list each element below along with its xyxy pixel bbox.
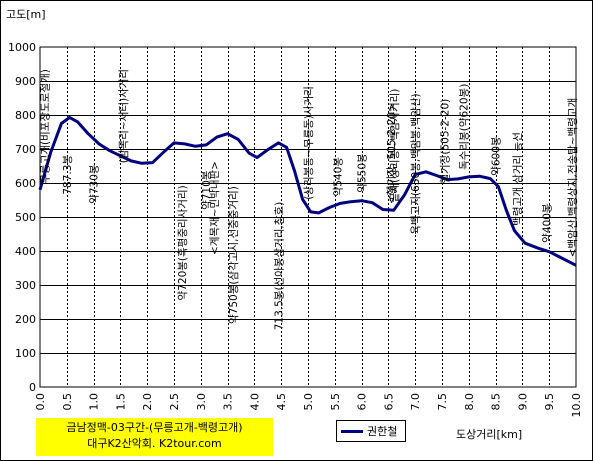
x-tick-label: 10.0 bbox=[570, 393, 583, 418]
legend-label: 권한철 bbox=[367, 425, 398, 438]
annotation-label: 약400봉 bbox=[542, 203, 554, 243]
annotation-label: <계목재~민박내판> bbox=[209, 161, 221, 255]
x-tick-labels: 0.0 0.5 1.0 1.5 2.0 2.5 3.0 3.5 4.0 4.5 5.0 5.5 6.0 6… bbox=[34, 393, 583, 418]
x-tick-label: 9.0 bbox=[516, 393, 529, 411]
annotation-label: 육백고지(630봉,백암봉,백암산) bbox=[410, 93, 422, 234]
x-tick-label: 8.5 bbox=[490, 393, 503, 411]
annotation-label: 약730봉 bbox=[89, 164, 101, 204]
x-tick-label: 1.0 bbox=[88, 393, 101, 411]
annotation-label: 약720봉(흑평중리사거리) bbox=[176, 185, 189, 300]
chart-title: 금남정맥-03구간-(무릉고개-백령고개) bbox=[66, 421, 243, 434]
annotation-label: (상리봉동~무릉동)사거리 bbox=[303, 86, 315, 200]
x-tick-label: 0.5 bbox=[61, 393, 74, 411]
x-tick-label: 8.0 bbox=[463, 393, 476, 411]
x-tick-label: 5.0 bbox=[302, 393, 315, 411]
y-tick-label: 600 bbox=[15, 177, 36, 190]
x-tick-label: 7.0 bbox=[409, 393, 422, 411]
chart-subtitle: 대구K2산악회. K2tour.com bbox=[87, 437, 222, 450]
y-tick-label: 1000 bbox=[8, 41, 36, 54]
annotation-label: 독수리봉(약620봉) bbox=[458, 84, 470, 170]
annotation-label: 787.3봉 bbox=[62, 155, 74, 195]
annotation-label: 약600봉 bbox=[491, 136, 503, 176]
series-line bbox=[38, 115, 577, 267]
x-tick-label: 4.5 bbox=[275, 393, 288, 411]
x-tick-label: 6.5 bbox=[382, 393, 395, 411]
x-tick-label: 9.5 bbox=[543, 393, 556, 411]
annotation-label: <헬기장, 505-2-20> bbox=[386, 103, 398, 204]
annotation-label: 약550봉 bbox=[357, 153, 369, 193]
annotation-label: 무릉고개(비포장도로절개) bbox=[38, 69, 51, 183]
y-tick-label: 200 bbox=[15, 313, 36, 326]
x-tick-label: 7.5 bbox=[436, 393, 449, 411]
x-tick-label: 0.0 bbox=[34, 393, 47, 411]
grid bbox=[39, 46, 577, 388]
annotation-label: 헬기장(505-2-20) bbox=[440, 99, 452, 184]
annotation-label: 약750봉(삼각고시,선중중거리) bbox=[228, 186, 240, 324]
annotation-label: 끝재(상리봉~백암사거리) bbox=[389, 89, 401, 203]
x-axis-label: 도상거리[km] bbox=[456, 428, 523, 441]
x-tick-label: 6.0 bbox=[356, 393, 369, 411]
y-tick-label: 400 bbox=[15, 245, 36, 258]
x-tick-label: 4.0 bbox=[248, 393, 261, 411]
y-tick-label: 300 bbox=[15, 279, 36, 292]
y-tick-label: 800 bbox=[15, 109, 36, 122]
x-tick-label: 1.5 bbox=[114, 393, 127, 411]
annotation-label: 백령고개 삼거리 능선 bbox=[512, 132, 524, 226]
y-tick-label: 0 bbox=[29, 381, 36, 394]
x-tick-label: 2.0 bbox=[141, 393, 154, 411]
x-tick-label: 5.5 bbox=[329, 393, 342, 411]
legend: 권한철 bbox=[336, 420, 406, 442]
annotation-label: 약540봉 bbox=[332, 157, 344, 197]
y-tick-label: 900 bbox=[15, 75, 36, 88]
y-tick-labels: 0 100 200 300 400 500 600 700 800 900 1000 bbox=[8, 41, 36, 394]
y-tick-label: 100 bbox=[15, 347, 36, 360]
annotation-label: (밤목리~새터)사거리 bbox=[118, 69, 130, 163]
annotations-layer: 무릉고개(비포장도로절개) 787.3봉 약730봉 (밤목리~새터)사거리약720봉… bbox=[38, 69, 579, 330]
legend-swatch bbox=[341, 429, 363, 433]
y-tick-label: 700 bbox=[15, 143, 36, 156]
annotation-label: 약710봉 bbox=[201, 170, 213, 210]
y-axis-label: 고도[m] bbox=[6, 8, 46, 21]
y-tick-label: 500 bbox=[15, 211, 36, 224]
x-tick-label: 3.5 bbox=[222, 393, 235, 411]
annotation-label: <백암산,백령상지,전송탑~백령고개 bbox=[567, 98, 579, 258]
annotation-label: 713.5봉(선아봉삼거리,참호) bbox=[274, 202, 286, 331]
x-tick-label: 3.0 bbox=[195, 393, 208, 411]
x-tick-label: 2.5 bbox=[168, 393, 181, 411]
chart-title-box: 금남정맥-03구간-(무릉고개-백령고개) 대구K2산악회. K2tour.co… bbox=[36, 418, 273, 456]
series-layer bbox=[38, 115, 577, 267]
